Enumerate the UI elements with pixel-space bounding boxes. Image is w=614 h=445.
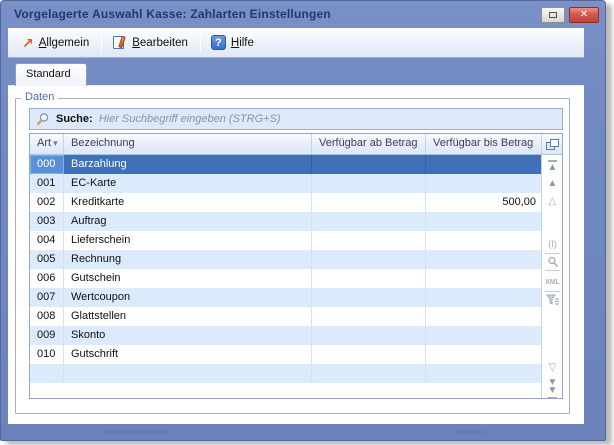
daten-legend: Daten [21, 91, 59, 103]
table-row[interactable]: 004 Lieferschein [30, 231, 541, 250]
titlebar[interactable]: Vorgelagerte Auswahl Kasse: Zahlarten Ei… [1, 1, 605, 28]
scroll-top-icon[interactable]: ▲ [542, 160, 562, 174]
toolbar-separator [199, 32, 201, 53]
sort-indicator-icon: ▾ [53, 138, 58, 148]
search-bar[interactable]: Suche: [29, 108, 563, 130]
hilfe-button[interactable]: ? Hilfe [205, 32, 262, 53]
row-down-icon[interactable]: ▽ [548, 362, 557, 373]
table-body: 000 Barzahlung 001 EC-Karte 002 Kreditkarte 50… [30, 155, 541, 398]
table-row[interactable]: 006 Gutschein [30, 269, 541, 288]
toolbar: ↗ Allgemein Bearbeiten ? Hilfe [8, 28, 584, 58]
table-row[interactable]: 000 Barzahlung [30, 155, 541, 174]
search-icon [37, 113, 49, 125]
grid-sidebar: ▲ ▲ △ (I) XML [541, 134, 562, 398]
table-row[interactable]: 002 Kreditkarte 500,00 [30, 193, 541, 212]
table-row[interactable]: 003 Auftrag [30, 212, 541, 231]
search-input[interactable] [98, 113, 562, 125]
dialog-window: Vorgelagerte Auswahl Kasse: Zahlarten Ei… [0, 0, 606, 441]
table-header: Art ▾ Bezeichnung Verfügbar ab Betrag Ver… [30, 134, 562, 155]
search-label: Suche: [56, 113, 93, 125]
resize-grip[interactable] [101, 430, 171, 434]
close-button[interactable]: ✕ [569, 7, 599, 23]
xml-export-icon[interactable]: XML [545, 276, 560, 292]
scroll-bottom-icon[interactable]: ▼ [542, 385, 562, 398]
allgemein-button[interactable]: ↗ Allgemein [16, 33, 97, 53]
daten-groupbox: Daten [15, 91, 570, 414]
table-row[interactable]: 007 Wertcoupon [30, 288, 541, 307]
allgemein-label: Allgemein [38, 36, 90, 49]
column-header-verfuegbar-bis[interactable]: Verfügbar bis Betrag [433, 137, 534, 149]
arrow-up-right-icon: ↗ [22, 34, 34, 51]
table-row[interactable]: 010 Gutschrift [30, 345, 541, 364]
resize-grip[interactable] [456, 430, 486, 434]
table-row[interactable]: 005 Rechnung [30, 250, 541, 269]
table-row[interactable]: 001 EC-Karte [30, 174, 541, 193]
column-header-verfuegbar-ab[interactable]: Verfügbar ab Betrag [312, 134, 426, 154]
page-down-icon[interactable]: ▼ [547, 377, 558, 388]
filter-icon[interactable] [542, 294, 562, 306]
hilfe-label: Hilfe [230, 36, 254, 49]
page-up-icon[interactable]: ▲ [547, 178, 558, 189]
payment-types-table: Art ▾ Bezeichnung Verfügbar ab Betrag Ver… [29, 133, 563, 399]
table-row[interactable]: 008 Glattstellen [30, 307, 541, 326]
minimize-button[interactable] [541, 7, 565, 23]
best-fit-icon[interactable]: (I) [545, 238, 560, 254]
row-up-icon[interactable]: △ [548, 196, 557, 207]
column-header-art[interactable]: Art ▾ [30, 134, 64, 154]
close-icon: ✕ [579, 9, 589, 20]
minimize-icon [549, 12, 557, 18]
grid-search-icon[interactable] [545, 256, 560, 271]
tab-standard-label: Standard [26, 68, 71, 80]
table-row-empty [30, 364, 541, 383]
tab-standard[interactable]: Standard [15, 63, 87, 86]
column-chooser-icon[interactable] [545, 138, 559, 150]
table-row[interactable]: 009 Skonto [30, 326, 541, 345]
edit-pen-icon [112, 35, 127, 50]
help-icon: ? [210, 35, 226, 50]
column-header-bezeichnung[interactable]: Bezeichnung [64, 134, 312, 154]
bearbeiten-label: Bearbeiten [132, 36, 188, 49]
toolbar-separator [101, 32, 103, 53]
window-title: Vorgelagerte Auswahl Kasse: Zahlarten Ei… [14, 7, 331, 21]
bearbeiten-button[interactable]: Bearbeiten [106, 32, 196, 53]
